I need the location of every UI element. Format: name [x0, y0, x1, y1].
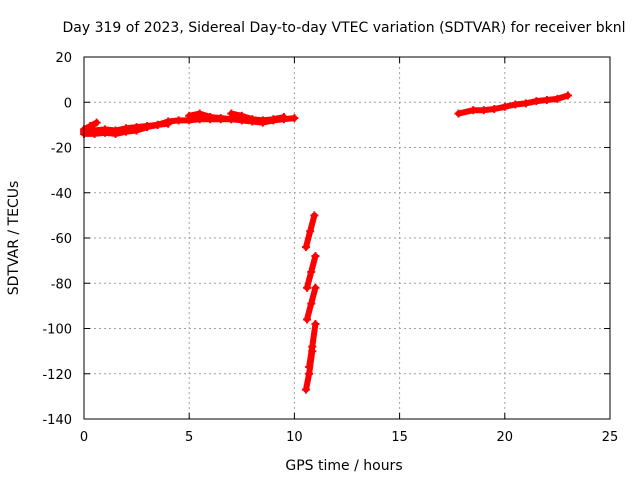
grid-lines — [84, 57, 610, 419]
x-tick-label: 0 — [80, 430, 88, 445]
axis-ticks: 0 5 10 15 20 25 20 0 -20 -40 -60 -80 -100 -120 -140 — [42, 51, 618, 445]
x-tick-label: 15 — [391, 430, 408, 445]
x-axis-label: GPS time / hours — [285, 458, 402, 474]
y-tick-label: -120 — [42, 368, 72, 383]
y-tick-label: -60 — [51, 232, 72, 247]
x-tick-label: 10 — [286, 430, 303, 445]
x-tick-label: 5 — [185, 430, 193, 445]
y-axis-label: SDTVAR / TECUs — [6, 181, 22, 296]
y-tick-label: -100 — [42, 323, 72, 338]
plot-frame — [83, 56, 611, 420]
y-tick-label: -80 — [51, 277, 72, 292]
chart-title: Day 319 of 2023, Sidereal Day-to-day VTE… — [63, 20, 626, 36]
y-tick-label: -20 — [51, 142, 72, 157]
data-series — [80, 91, 572, 394]
y-tick-label: 0 — [64, 96, 72, 111]
x-tick-label: 25 — [602, 430, 619, 445]
y-tick-label: -40 — [51, 187, 72, 202]
x-tick-label: 20 — [497, 430, 514, 445]
y-tick-label: -140 — [42, 413, 72, 428]
y-tick-label: 20 — [55, 51, 72, 66]
